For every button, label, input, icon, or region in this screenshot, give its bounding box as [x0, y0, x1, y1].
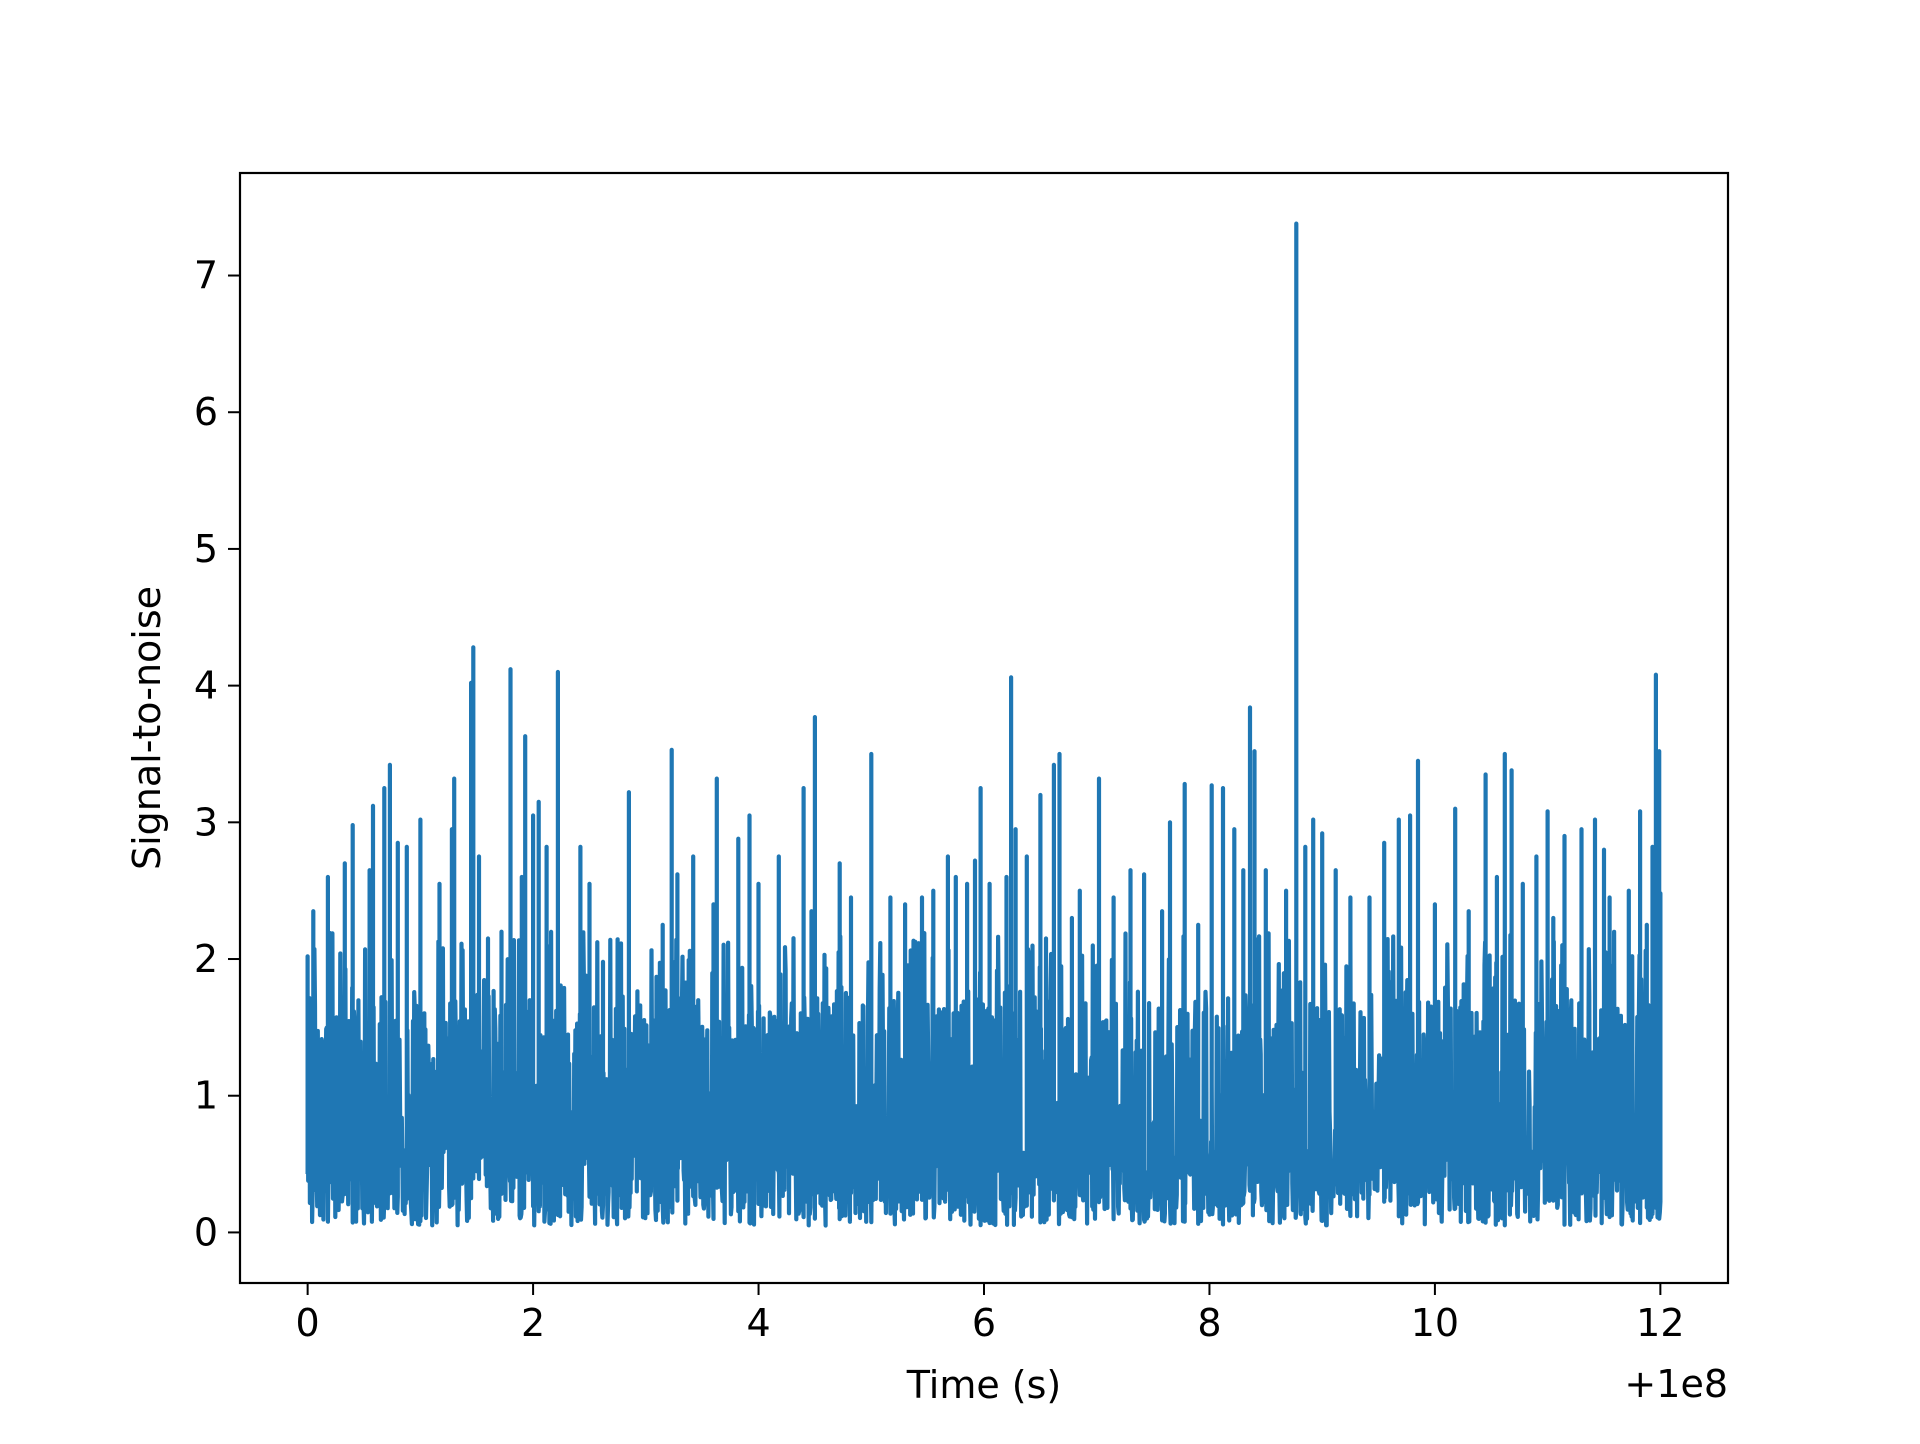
plot-area [305, 221, 1663, 1228]
y-tick-label: 0 [194, 1210, 218, 1254]
y-tick-label: 4 [194, 664, 218, 708]
x-axis-ticks: 0 2 4 6 8 10 12 [296, 1283, 1685, 1345]
y-tick-label: 6 [194, 390, 218, 434]
y-axis-label: Signal-to-noise [125, 586, 169, 870]
x-tick-label: 6 [972, 1301, 996, 1345]
x-tick-label: 10 [1411, 1301, 1459, 1345]
x-axis-label: Time (s) [906, 1363, 1062, 1407]
x-tick-label: 0 [296, 1301, 320, 1345]
y-axis-ticks: 0 1 2 3 4 5 6 7 [194, 254, 240, 1254]
y-tick-label: 3 [194, 800, 218, 844]
x-tick-label: 12 [1636, 1301, 1684, 1345]
y-tick-label: 1 [194, 1074, 218, 1118]
x-tick-label: 8 [1197, 1301, 1221, 1345]
x-tick-label: 2 [521, 1301, 545, 1345]
x-axis-offset-label: +1e8 [1624, 1362, 1728, 1406]
x-tick-label: 4 [746, 1301, 770, 1345]
y-tick-label: 5 [194, 527, 218, 571]
y-tick-label: 2 [194, 937, 218, 981]
y-tick-label: 7 [194, 254, 218, 298]
snr-series-line [305, 221, 1663, 1228]
